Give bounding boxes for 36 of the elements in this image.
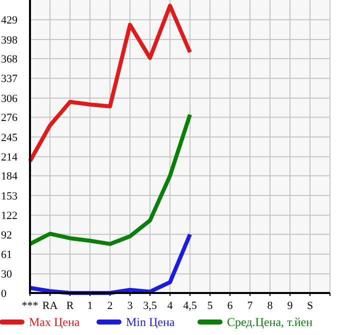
- y-tick-label: 245: [1, 132, 18, 144]
- line-series: [28, 112, 192, 246]
- y-tick-label: 122: [1, 210, 18, 222]
- x-tick-label: 8: [267, 300, 274, 312]
- x-tick-label: RA: [42, 300, 58, 312]
- legend-label: Min Цена: [126, 315, 176, 329]
- line-series: [28, 4, 192, 164]
- y-tick-label: 184: [1, 170, 18, 183]
- x-tick-label: ***: [22, 300, 38, 312]
- x-tick-label: S: [306, 300, 314, 312]
- x-tick-label: 7: [247, 300, 254, 312]
- x-tick-label: 4: [167, 300, 174, 312]
- y-tick-label: 398: [1, 34, 18, 46]
- x-tick-label: 5: [207, 300, 214, 312]
- y-tick-label: 92: [1, 229, 12, 242]
- y-tick-label: 429: [1, 14, 18, 27]
- y-tick-label: 153: [1, 190, 18, 202]
- y-tick-label: 276: [1, 112, 18, 124]
- y-tick-label: 368: [1, 53, 18, 66]
- x-tick-label: 1: [87, 300, 93, 312]
- y-tick-label: 337: [1, 73, 18, 86]
- x-tick-label: 4,5: [183, 300, 198, 312]
- x-tick-label: 3: [127, 300, 134, 312]
- y-tick-label: 30: [1, 268, 12, 281]
- x-tick-label: 2: [107, 300, 113, 312]
- x-tick-label: 6: [227, 300, 234, 312]
- legend-label: Max Цена: [29, 315, 80, 329]
- y-tick-label: 61: [1, 248, 12, 261]
- line-series: [28, 232, 192, 295]
- y-tick-label: 0: [1, 288, 7, 300]
- x-tick-label: R: [66, 300, 74, 312]
- y-tick-label: 306: [1, 92, 18, 105]
- y-tick-label: 214: [1, 152, 18, 164]
- x-tick-label: 9: [287, 300, 294, 312]
- x-tick-label: 3,5: [143, 300, 158, 312]
- legend-label: Сред.Цена, т.йен: [227, 315, 314, 329]
